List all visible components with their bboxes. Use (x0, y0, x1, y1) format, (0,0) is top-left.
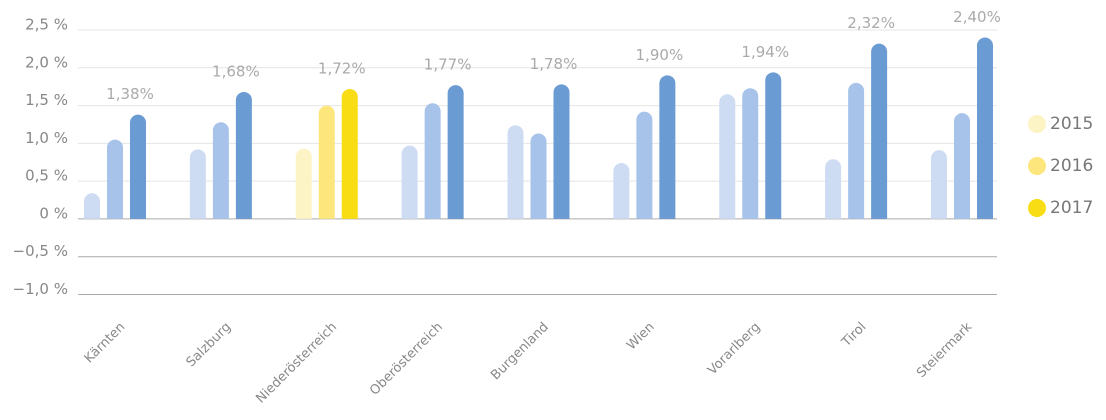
bar (341, 88, 358, 219)
y-tick-label: 1,0 % (25, 129, 68, 147)
x-tick-label: Salzburg (184, 320, 235, 371)
bar (848, 82, 865, 219)
value-label: 2,32% (847, 14, 895, 32)
bar (765, 72, 782, 219)
x-tick-label: Tirol (838, 320, 869, 351)
legend-label: 2017 (1050, 198, 1093, 218)
bar (977, 37, 993, 219)
x-tick-label: Steiermark (914, 319, 976, 381)
bar (318, 105, 335, 219)
legend-label: 2015 (1050, 114, 1093, 134)
legend-swatch (1028, 199, 1046, 217)
bar (212, 122, 229, 219)
bar (871, 43, 888, 219)
bar (742, 88, 759, 219)
value-label: 1,77% (424, 56, 472, 74)
legend-swatch (1028, 115, 1046, 133)
bar (107, 139, 123, 219)
y-tick-label: 0 % (39, 204, 68, 222)
bar (235, 91, 252, 219)
value-label: 1,90% (636, 46, 684, 64)
bar (447, 85, 464, 219)
x-tick-label: Vorarlberg (705, 320, 764, 379)
x-tick-label: Wien (624, 320, 658, 354)
bar (401, 145, 418, 219)
x-tick-label: Niederösterreich (253, 320, 340, 407)
bar (507, 125, 524, 219)
y-tick-label: −1,0 % (13, 280, 68, 298)
y-tick-label: 0,5 % (25, 167, 68, 185)
y-tick-label: −0,5 % (13, 242, 68, 260)
x-tick-label: Burgenland (488, 320, 552, 384)
x-tick-label: Kärnten (82, 320, 129, 367)
bar (530, 133, 547, 219)
bar (636, 111, 653, 219)
y-tick-label: 2,5 % (25, 16, 68, 34)
x-tick-label: Oberösterreich (367, 320, 446, 399)
bar (613, 163, 630, 219)
value-label: 1,72% (318, 59, 366, 77)
bar (719, 94, 736, 219)
bar (189, 149, 206, 219)
bar (84, 193, 100, 219)
value-label: 2,40% (953, 8, 1001, 26)
bar (931, 150, 947, 219)
bar (424, 103, 441, 219)
y-tick-label: 1,5 % (25, 91, 68, 109)
bar (553, 84, 570, 219)
value-label: 1,38% (106, 85, 154, 103)
bar (295, 148, 312, 219)
y-tick-label: 2,0 % (25, 53, 68, 71)
value-label: 1,68% (212, 62, 260, 80)
bar (659, 75, 676, 219)
value-label: 1,94% (741, 43, 789, 61)
bar (825, 159, 842, 219)
bar (130, 114, 146, 219)
bar (954, 113, 970, 219)
legend-swatch (1028, 157, 1046, 175)
value-label: 1,78% (530, 55, 578, 73)
legend-label: 2016 (1050, 156, 1093, 176)
